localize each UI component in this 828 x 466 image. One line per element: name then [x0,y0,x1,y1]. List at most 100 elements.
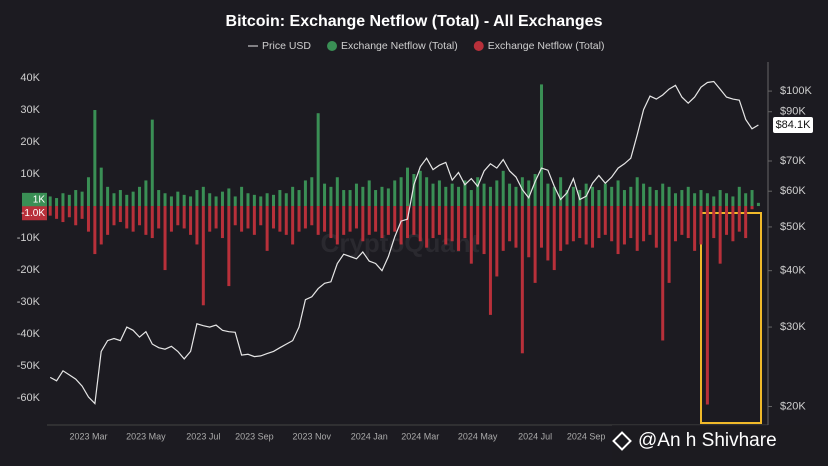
netflow-bar [667,186,671,207]
netflow-bar [457,186,461,207]
netflow-bar [693,206,697,251]
netflow-bar [138,206,142,226]
x-tick-label: 2024 Mar [401,431,439,441]
netflow-bar [335,206,339,245]
y-tick-label: -50K [17,360,41,372]
netflow-bar [508,206,512,242]
netflow-bar [150,119,154,207]
netflow-bar [661,206,665,341]
netflow-bar [380,206,384,239]
netflow-bar [131,206,135,232]
netflow-bar [61,193,65,207]
netflow-bar [380,186,384,207]
netflow-bar [603,206,607,235]
netflow-bar [80,191,84,207]
legend-label: Exchange Netflow (Total) [341,40,458,52]
x-tick-label: 2023 May [126,431,166,441]
netflow-bar [699,206,703,245]
netflow-bar [731,196,735,207]
y2-tick-label: $20K [780,400,806,412]
netflow-bar [67,194,71,207]
y-tick-label: -60K [17,392,41,404]
netflow-bar [667,206,671,283]
netflow-bar [616,180,620,207]
netflow-bar [571,186,575,207]
netflow-bar [673,193,677,207]
y-tick-label: 10K [20,168,40,180]
netflow-bar [756,202,760,207]
netflow-bar [106,206,110,235]
netflow-bar [501,206,505,251]
netflow-bar [622,190,626,207]
netflow-bar [112,206,116,226]
netflow-bar [265,206,269,251]
netflow-bar [348,206,352,232]
y-tick-label: 30K [20,104,40,116]
netflow-bar [444,186,448,207]
netflow-bar [539,84,543,207]
netflow-bar [680,206,684,235]
y2-tick-label: $70K [780,155,806,167]
netflow-bar [559,177,563,207]
netflow-bar [348,190,352,207]
netflow-bar [61,206,65,223]
netflow-bar [386,206,390,235]
netflow-bar [157,206,161,229]
netflow-bar [233,196,237,207]
netflow-bar [673,206,677,242]
netflow-bar [259,196,263,207]
netflow-bar [488,186,492,207]
netflow-bar [571,206,575,242]
netflow-bar [86,206,90,232]
netflow-bar [718,206,722,264]
netflow-bar [584,183,588,207]
netflow-bar [737,206,741,232]
netflow-bar [648,206,652,235]
netflow-bar [565,206,569,245]
netflow-bar [118,190,122,207]
credit-logo [612,431,632,451]
netflow-bar [431,183,435,207]
x-tick-label: 2023 Jul [186,431,220,441]
netflow-bar [291,186,295,207]
legend-swatch [473,41,484,51]
netflow-bar [488,206,492,315]
x-tick-label: 2024 May [458,431,498,441]
y2-tick-label: $90K [780,106,806,118]
netflow-bar [329,186,333,207]
netflow-bar [374,190,378,207]
netflow-bar [189,206,193,235]
netflow-bar [99,206,103,245]
netflow-bar [603,183,607,207]
netflow-bar [622,206,626,245]
netflow-bar [284,206,288,235]
netflow-bar [610,206,614,242]
netflow-bar [527,180,531,207]
netflow-bar [552,186,556,207]
netflow-bar [412,174,416,207]
netflow-bar [399,206,403,245]
y2-tick-label: $60K [780,185,806,197]
netflow-bar [393,206,397,232]
x-tick-label: 2024 Jul [518,431,552,441]
netflow-bar [406,167,409,207]
netflow-tag [22,192,47,207]
y-tick-label: -10K [17,232,41,244]
netflow-bar [425,177,429,207]
netflow-bar [246,193,250,207]
netflow-bar [316,113,320,207]
y2-tick-label: $50K [780,221,806,233]
netflow-bar [265,193,269,207]
netflow-bar [418,170,422,207]
netflow-bar [310,206,314,226]
netflow-bar [463,180,467,207]
netflow-bar [476,177,480,207]
netflow-bar [233,206,237,226]
netflow-bar [176,206,180,226]
netflow-bar [169,206,173,232]
plot: 40K 30K 20K 10K -10K -20K -30K -40K -50K -60K $100… [17,72,813,441]
netflow-bar [195,206,199,245]
netflow-bar [482,206,486,255]
netflow-bar [201,206,205,306]
netflow-bar [412,206,416,235]
